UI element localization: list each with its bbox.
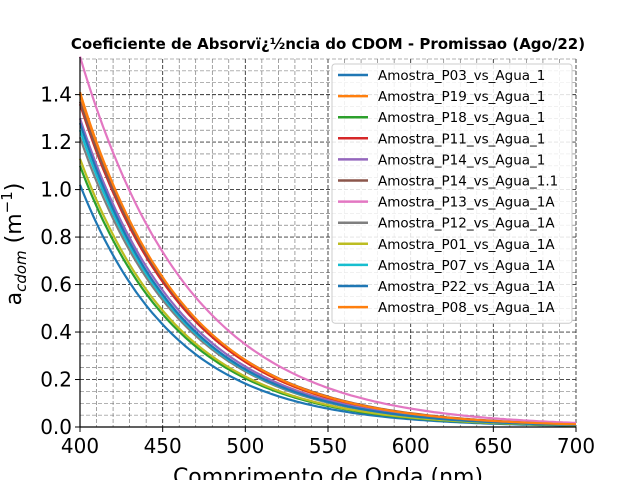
y-tick-label: 0.0 (40, 415, 72, 439)
tick-labels: 400 450 500 550 600 650 700 0.0 0.2 0.4 0.6 0.8 1.0 1… (40, 83, 595, 458)
legend-label: Amostra_P19_vs_Agua_1 (378, 89, 545, 105)
legend-label: Amostra_P18_vs_Agua_1 (378, 110, 545, 126)
x-tick-label: 400 (61, 434, 99, 458)
legend: Amostra_P03_vs_Agua_1 Amostra_P19_vs_Agua… (331, 63, 573, 324)
y-tick-label: 0.8 (40, 225, 72, 249)
y-tick-label: 0.4 (40, 320, 72, 344)
x-tick-label: 550 (309, 434, 347, 458)
legend-label: Amostra_P07_vs_Agua_1A (378, 258, 555, 274)
x-tick-label: 500 (226, 434, 264, 458)
x-tick-label: 600 (392, 434, 430, 458)
y-tick-label: 0.6 (40, 273, 72, 297)
y-tick-label: 0.2 (40, 368, 72, 392)
legend-label: Amostra_P14_vs_Agua_1.1 (378, 174, 558, 190)
y-tick-label: 1.0 (40, 178, 72, 202)
legend-label: Amostra_P22_vs_Agua_1A (378, 279, 555, 295)
legend-label: Amostra_P08_vs_Agua_1A (378, 300, 555, 316)
y-tick-label: 1.4 (40, 83, 72, 107)
legend-label: Amostra_P01_vs_Agua_1A (378, 237, 555, 253)
y-axis-label: acdom (m−1) (0, 183, 30, 306)
legend-label: Amostra_P13_vs_Agua_1A (378, 195, 555, 211)
legend-label: Amostra_P03_vs_Agua_1 (378, 68, 545, 84)
series-line (78, 91, 577, 426)
x-axis-label: Comprimento de Onda (nm) (173, 465, 483, 480)
x-tick-label: 700 (557, 434, 595, 458)
legend-label: Amostra_P11_vs_Agua_1 (378, 131, 545, 147)
x-tick-label: 650 (474, 434, 512, 458)
legend-label: Amostra_P12_vs_Agua_1A (378, 216, 555, 232)
series-line (78, 56, 577, 424)
x-tick-label: 450 (144, 434, 182, 458)
legend-box (331, 63, 573, 324)
series-line (78, 122, 577, 426)
legend-label: Amostra_P14_vs_Agua_1 (378, 152, 545, 168)
y-tick-label: 1.2 (40, 130, 72, 154)
plot-area (78, 56, 577, 427)
chart-title: Coeficiente de Absorvï¿½ncia do CDOM - P… (71, 35, 585, 53)
